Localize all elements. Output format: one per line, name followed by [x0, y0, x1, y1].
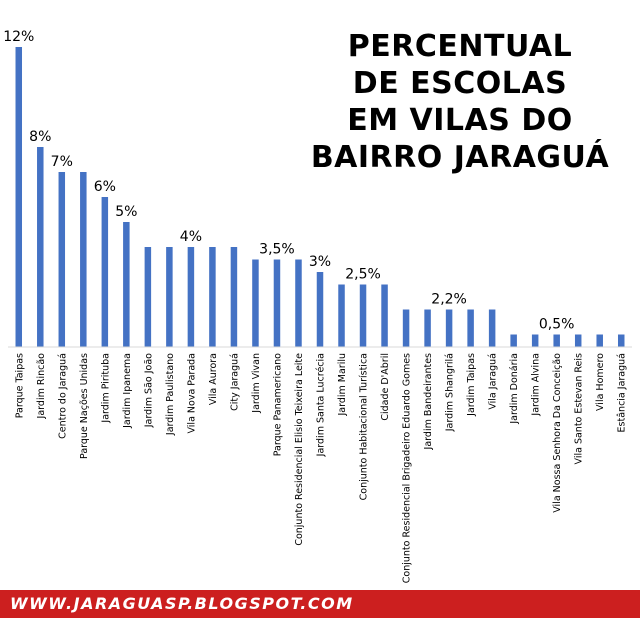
x-tick-label-23: Jardim Donária [509, 353, 520, 425]
data-label-14: 3% [309, 254, 331, 270]
x-tick-label-14: Jardim Santa Lucrécia [316, 353, 327, 457]
bar-15 [338, 284, 345, 347]
website-banner: WWW.JARAGUASP.BLOGSPOT.COM [0, 590, 640, 618]
x-tick-label-6: Jardim São João [143, 353, 154, 428]
x-tick-label-9: Vila Aurora [208, 353, 219, 405]
data-label-5: 5% [115, 204, 137, 220]
data-label-1: 8% [29, 129, 51, 145]
bar-22 [488, 309, 496, 347]
bar-6 [144, 247, 152, 347]
data-label-12: 3,5% [259, 242, 295, 258]
bar-13 [295, 259, 302, 347]
x-tick-label-20: Jardim Shangrilá [445, 353, 456, 432]
bar-12 [273, 259, 281, 347]
bar-2 [58, 172, 66, 347]
bar-23 [510, 334, 517, 347]
bar-11 [252, 259, 259, 347]
x-tick-label-27: Vila Homero [595, 353, 606, 411]
x-tick-label-3: Parque Nações Unidas [79, 353, 90, 459]
x-tick-label-25: Vila Nossa Senhora Da Conceição [552, 353, 563, 513]
bar-9 [209, 247, 216, 347]
bar-14 [316, 272, 324, 347]
x-tick-label-15: Jardim Marilu [337, 353, 348, 417]
x-tick-label-7: Jardim Paulistano [165, 353, 176, 436]
x-tick-label-17: Cidade D'Abril [380, 353, 391, 421]
x-tick-label-28: Estância Jaraguá [617, 353, 628, 432]
x-tick-label-2: Centro do Jaraguá [57, 353, 68, 439]
bar-16 [359, 284, 367, 347]
title-line-1: PERCENTUAL [347, 29, 573, 64]
bar-chart: 12% 8%7% 6% 5% 4% 3,5% 3% 2,5% 2,2% 0,5% Parque T… [3, 29, 632, 583]
bar-10 [230, 247, 238, 347]
data-label-8: 4% [180, 229, 202, 245]
title-line-3: EM VILAS DO [347, 103, 573, 138]
x-tick-label-1: Jardim Rincão [36, 353, 47, 420]
x-tick-label-5: Jardim Ipanema [122, 353, 133, 429]
x-tick-label-18: Conjunto Residencial Brigadeiro Eduardo … [402, 353, 413, 583]
title-line-4: BAIRRO JARAGUÁ [310, 140, 610, 175]
data-label-4: 6% [94, 179, 116, 195]
x-tick-label-12: Parque Panamericano [272, 353, 283, 456]
data-label-16: 2,5% [345, 267, 381, 283]
bar-28 [617, 334, 625, 347]
x-tick-labels: Parque Taipas Jardim Rincão Centro do Jara… [14, 353, 627, 583]
x-tick-label-8: Vila Nova Parada [186, 353, 197, 434]
bar-20 [445, 309, 453, 347]
x-tick-label-22: Vila Jaraguá [488, 353, 499, 410]
banner-url: WWW.JARAGUASP.BLOGSPOT.COM [10, 594, 354, 613]
bar-5 [123, 222, 130, 347]
bar-19 [424, 309, 431, 347]
x-tick-label-16: Conjunto Habitacional Turística [359, 353, 370, 500]
x-tick-label-0: Parque Taipas [14, 353, 25, 418]
data-labels: 12% 8%7% 6% 5% 4% 3,5% 3% 2,5% 2,2% 0,5% [3, 29, 574, 333]
x-tick-label-19: Jardim Bandeirantes [423, 353, 434, 450]
x-tick-label-21: Jardim Taipas [466, 353, 477, 417]
x-tick-label-13: Conjunto Residencial Elisio Teixeira Lei… [294, 353, 305, 546]
bar-21 [467, 309, 474, 347]
data-label-0: 12% [3, 29, 34, 45]
bar-24 [531, 334, 539, 347]
x-tick-label-4: Jardim Pirituba [100, 353, 111, 424]
bar-3 [80, 172, 87, 347]
data-label-20: 2,2% [431, 292, 467, 308]
data-label-25: 0,5% [539, 317, 575, 333]
bar-17 [381, 284, 388, 347]
bars [15, 47, 625, 347]
bar-1 [37, 147, 44, 347]
bar-18 [402, 309, 410, 347]
title-line-2: DE ESCOLAS [352, 66, 568, 101]
x-tick-label-24: Jardim Alvina [531, 353, 542, 417]
x-tick-label-10: City Jaraguá [229, 353, 240, 411]
bar-26 [574, 334, 582, 347]
data-label-2: 7% [51, 154, 73, 170]
x-tick-label-26: Vila Santo Estevan Reis [574, 353, 585, 465]
bar-7 [166, 247, 173, 347]
bar-0 [15, 47, 23, 347]
bar-27 [596, 334, 603, 347]
chart-title: PERCENTUAL DE ESCOLAS EM VILAS DO BAIRRO… [300, 28, 620, 176]
bar-8 [187, 247, 195, 347]
x-tick-label-11: Jardim Vivan [251, 353, 262, 414]
bar-4 [101, 197, 109, 347]
bar-25 [553, 334, 560, 347]
